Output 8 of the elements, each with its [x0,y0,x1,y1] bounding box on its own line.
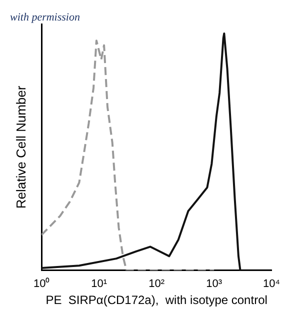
x-tick-label: 10⁰ [33,277,50,290]
x-tick-label: 10¹ [91,278,108,290]
x-tick-label: 10⁴ [263,278,280,290]
x-tick-label: 10² [148,278,165,290]
x-tick-label: 10³ [206,278,222,290]
x-axis-title: PE SIRPα(CD172a), with isotype control [46,293,268,308]
text: with permission [10,11,80,24]
y-axis-title: Relative Cell Number [13,85,28,209]
